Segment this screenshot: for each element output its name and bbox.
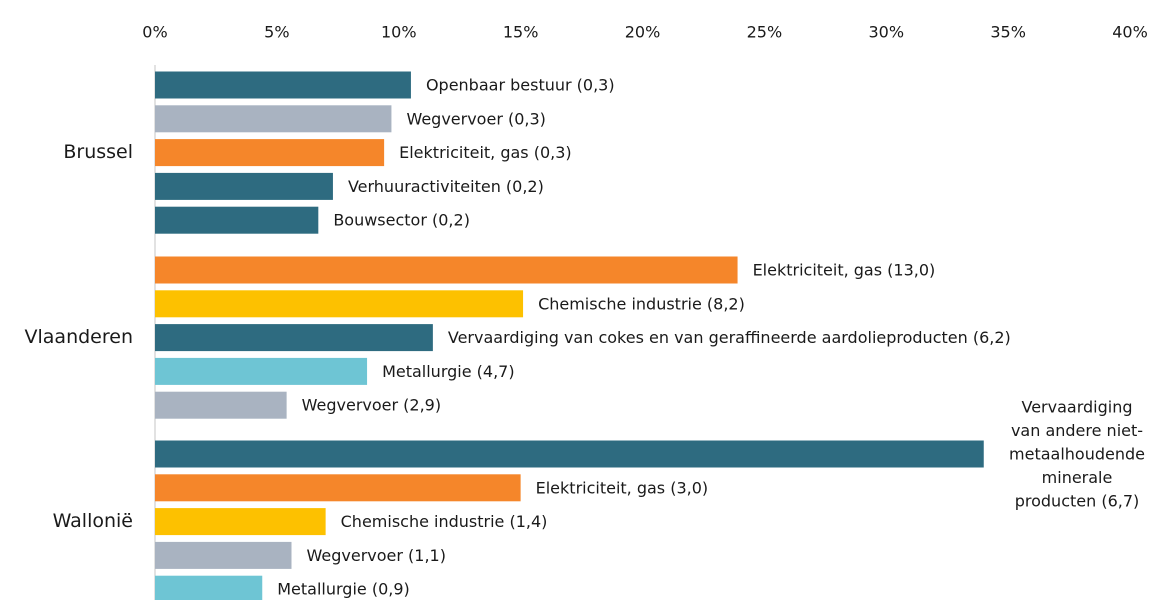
bar <box>155 474 521 502</box>
data-label: Chemische industrie (1,4) <box>341 512 548 531</box>
bar <box>155 357 368 385</box>
data-label: Bouwsector (0,2) <box>333 211 470 230</box>
group-label: Wallonië <box>53 510 133 532</box>
x-tick-label: 35% <box>990 23 1026 42</box>
data-label: Elektriciteit, gas (0,3) <box>399 143 572 162</box>
bar <box>155 206 319 234</box>
x-tick-label: 30% <box>868 23 904 42</box>
x-tick-label: 5% <box>264 23 289 42</box>
bar <box>155 575 263 600</box>
x-tick-label: 15% <box>503 23 539 42</box>
data-label: Verhuuractiviteiten (0,2) <box>348 177 544 196</box>
group-label: Vlaanderen <box>25 326 133 348</box>
bar <box>155 290 524 318</box>
data-label: Wegvervoer (2,9) <box>302 396 441 415</box>
x-tick-label: 25% <box>747 23 783 42</box>
data-label: metaalhoudende <box>1009 445 1145 464</box>
x-tick-label: 40% <box>1112 23 1148 42</box>
bar <box>155 440 984 468</box>
data-label: Elektriciteit, gas (3,0) <box>536 478 709 497</box>
data-label: Metallurgie (4,7) <box>382 362 515 381</box>
data-label: Metallurgie (0,9) <box>277 580 410 599</box>
x-tick-label: 0% <box>142 23 167 42</box>
data-label: van andere niet- <box>1011 421 1143 440</box>
bar <box>155 324 433 352</box>
bar <box>155 105 392 133</box>
group-label: Brussel <box>63 141 133 163</box>
bar <box>155 391 287 419</box>
data-label: Openbaar bestuur (0,3) <box>426 76 615 95</box>
bar <box>155 541 292 569</box>
data-label: minerale <box>1042 468 1113 487</box>
data-label: Wegvervoer (0,3) <box>406 109 545 128</box>
bar <box>155 139 385 167</box>
data-label: Wegvervoer (1,1) <box>307 546 446 565</box>
bar <box>155 71 411 99</box>
bar <box>155 256 738 284</box>
data-label: Chemische industrie (8,2) <box>538 294 745 313</box>
data-label: producten (6,7) <box>1015 492 1140 511</box>
bar <box>155 172 333 200</box>
data-label: Vervaardiging van cokes en van geraffine… <box>448 328 1011 347</box>
data-label: Elektriciteit, gas (13,0) <box>753 261 936 280</box>
x-tick-label: 10% <box>381 23 417 42</box>
data-label: Vervaardiging <box>1022 398 1133 417</box>
bar <box>155 508 326 536</box>
x-tick-label: 20% <box>625 23 661 42</box>
